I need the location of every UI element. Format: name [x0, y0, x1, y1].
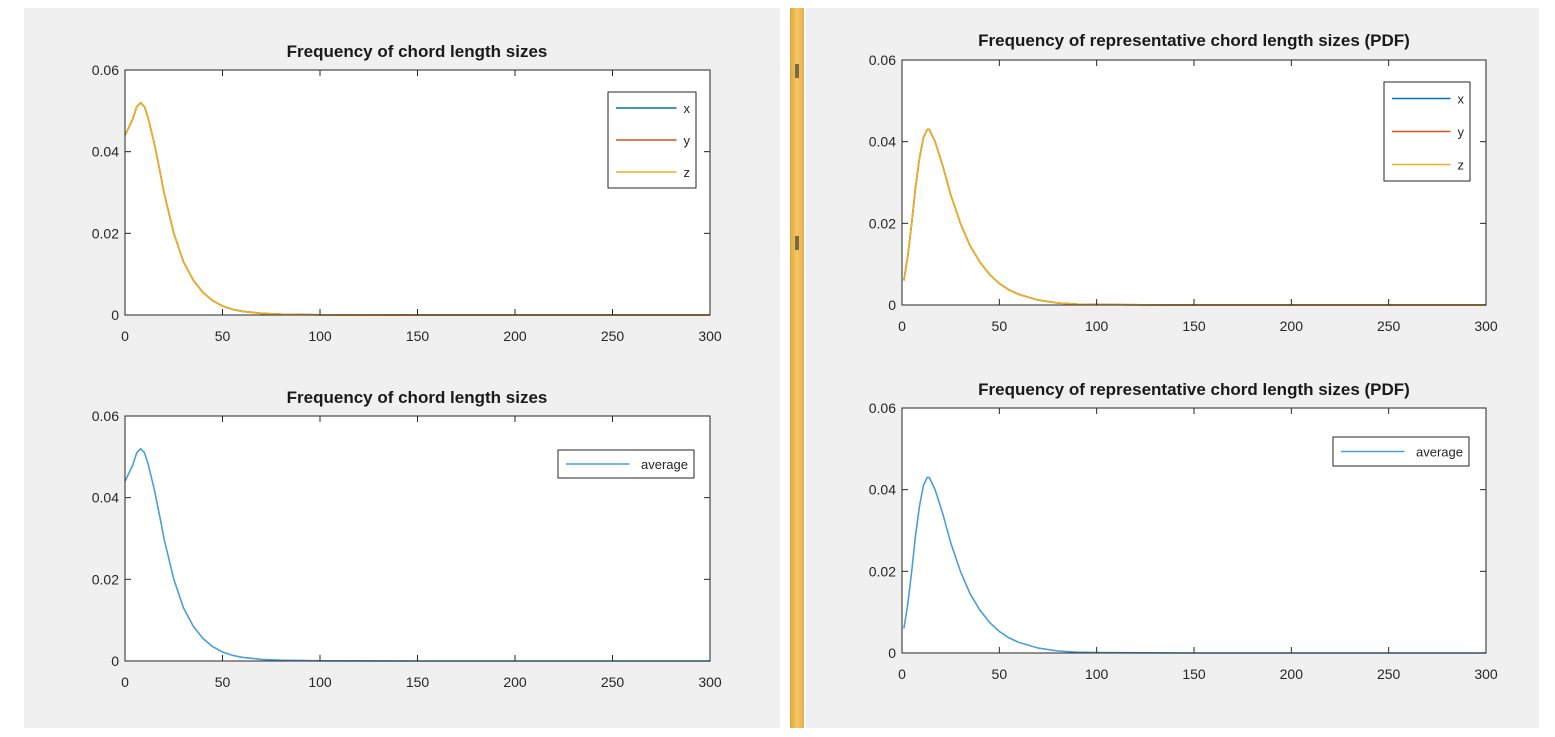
x-tick-label: 0: [121, 674, 129, 690]
legend-label-x: x: [684, 101, 691, 116]
series-line-z: [903, 128, 1486, 306]
y-tick-label: 0: [111, 307, 119, 323]
x-tick-label: 150: [1182, 318, 1206, 334]
y-tick-label: 0.02: [92, 225, 119, 241]
chart-title: Frequency of chord length sizes: [287, 42, 548, 61]
y-tick-label: 0.06: [869, 52, 896, 68]
y-tick-label: 0.06: [869, 400, 896, 416]
chart-title: Frequency of representative chord length…: [978, 31, 1410, 50]
chart-bottom-right: Frequency of representative chord length…: [869, 380, 1498, 682]
x-tick-label: 200: [1280, 666, 1304, 682]
x-tick-label: 150: [406, 328, 430, 344]
x-tick-label: 0: [121, 328, 129, 344]
x-tick-label: 200: [1280, 318, 1304, 334]
x-tick-label: 100: [1085, 666, 1109, 682]
x-tick-label: 50: [992, 666, 1008, 682]
x-tick-label: 150: [406, 674, 430, 690]
chart-top-left: Frequency of chord length sizes 0 50 100 15…: [92, 42, 722, 344]
y-tick-label: 0: [888, 297, 896, 313]
legend-label-x: x: [1458, 92, 1465, 107]
chart-top-right: Frequency of representative chord length…: [869, 31, 1498, 334]
chart-bottom-left: Frequency of chord length sizes 0 50 100 15…: [92, 388, 722, 690]
y-tick-label: 0: [888, 645, 896, 661]
y-tick-label: 0.04: [92, 490, 119, 506]
x-tick-label: 50: [215, 328, 231, 344]
y-tick-label: 0.02: [869, 563, 896, 579]
x-tick-label: 250: [601, 674, 625, 690]
x-tick-label: 100: [308, 328, 332, 344]
legend-label-average: average: [1416, 445, 1463, 460]
x-tick-label: 300: [1474, 318, 1498, 334]
splitter-grip-top[interactable]: [795, 64, 799, 78]
y-tick-label: 0.06: [92, 408, 119, 424]
legend-label-y: y: [1458, 125, 1465, 140]
legend-label-y: y: [684, 133, 691, 148]
y-tick-label: 0.02: [92, 571, 119, 587]
y-tick-label: 0.04: [92, 144, 119, 160]
chart-title: Frequency of chord length sizes: [287, 388, 548, 407]
legend-label-z: z: [684, 165, 691, 180]
x-tick-label: 250: [1377, 318, 1401, 334]
x-tick-label: 150: [1182, 666, 1206, 682]
legend: x y z: [607, 91, 697, 189]
series-line-average: [903, 476, 1486, 654]
x-tick-label: 50: [215, 674, 231, 690]
y-tick-label: 0.02: [869, 215, 896, 231]
chart-title: Frequency of representative chord length…: [978, 380, 1410, 399]
x-tick-label: 200: [503, 328, 527, 344]
x-tick-label: 300: [698, 328, 722, 344]
x-tick-label: 200: [503, 674, 527, 690]
x-tick-label: 0: [898, 666, 906, 682]
legend: average: [557, 449, 695, 479]
y-tick-label: 0.06: [92, 62, 119, 78]
legend-label-average: average: [641, 457, 688, 472]
legend: x y z: [1383, 81, 1471, 182]
legend-label-z: z: [1458, 158, 1465, 173]
legend: average: [1332, 436, 1470, 467]
x-tick-label: 50: [992, 318, 1008, 334]
y-tick-label: 0: [111, 653, 119, 669]
x-tick-label: 300: [698, 674, 722, 690]
splitter-grip-bottom[interactable]: [795, 236, 799, 250]
x-tick-label: 250: [1377, 666, 1401, 682]
x-tick-label: 250: [601, 328, 625, 344]
x-tick-label: 100: [1085, 318, 1109, 334]
x-tick-label: 100: [308, 674, 332, 690]
x-tick-label: 0: [898, 318, 906, 334]
y-tick-label: 0.04: [869, 134, 896, 150]
panel-splitter[interactable]: [790, 8, 804, 728]
y-tick-label: 0.04: [869, 482, 896, 498]
x-tick-label: 300: [1474, 666, 1498, 682]
